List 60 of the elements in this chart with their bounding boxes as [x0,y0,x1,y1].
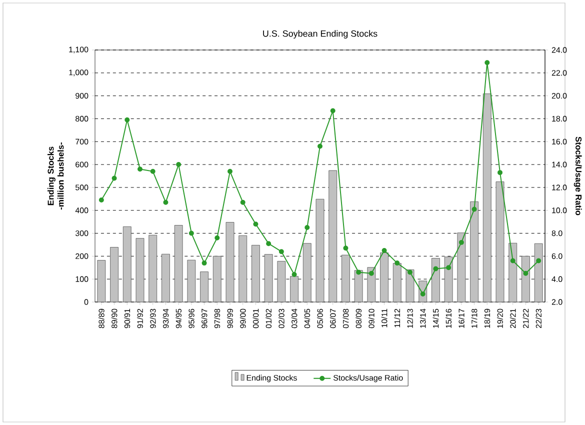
bar [290,276,298,302]
bar [470,201,478,302]
point [278,249,284,254]
bar [302,243,312,302]
bar [482,94,492,302]
bar [328,170,338,302]
point [228,168,232,174]
point [253,222,258,227]
point [202,260,207,266]
bar [534,243,543,302]
point [536,258,542,264]
point [138,166,142,172]
bar [367,267,376,302]
bar [508,242,518,302]
bar [406,269,414,302]
point [498,170,502,176]
point [214,235,220,240]
bar [457,232,466,302]
y2-axis-title: Stocks/Usage Ratio [574,136,582,216]
point [458,240,464,245]
point [188,230,194,236]
bar [200,272,208,302]
point [163,200,168,205]
point [292,272,297,277]
point [510,258,516,264]
point [98,198,104,203]
point [408,270,412,275]
bar [162,254,170,302]
point [356,270,362,275]
point [433,266,438,272]
point [394,260,400,266]
bar [148,234,158,302]
point [112,176,117,181]
bar [238,235,248,302]
bar [252,244,260,302]
point [176,162,182,168]
point [472,206,477,212]
point [150,168,156,174]
point [240,200,246,205]
bar [212,256,222,302]
point [343,246,348,251]
point [330,108,336,114]
point [368,270,374,276]
point [446,265,452,270]
point [304,225,310,230]
point [523,270,528,276]
y-axis-title: Ending Stocks -million bushels- [48,142,64,210]
point [318,144,322,149]
bar [342,254,350,302]
point [124,117,130,122]
bar [432,258,440,302]
bar [444,256,453,302]
bar [122,226,132,302]
bar [522,256,530,302]
point [266,241,272,246]
point [484,60,490,66]
point [382,248,387,253]
bar [380,252,388,302]
chart-title: U.S. Soybean Ending Stocks [263,30,378,39]
bar [110,247,118,302]
